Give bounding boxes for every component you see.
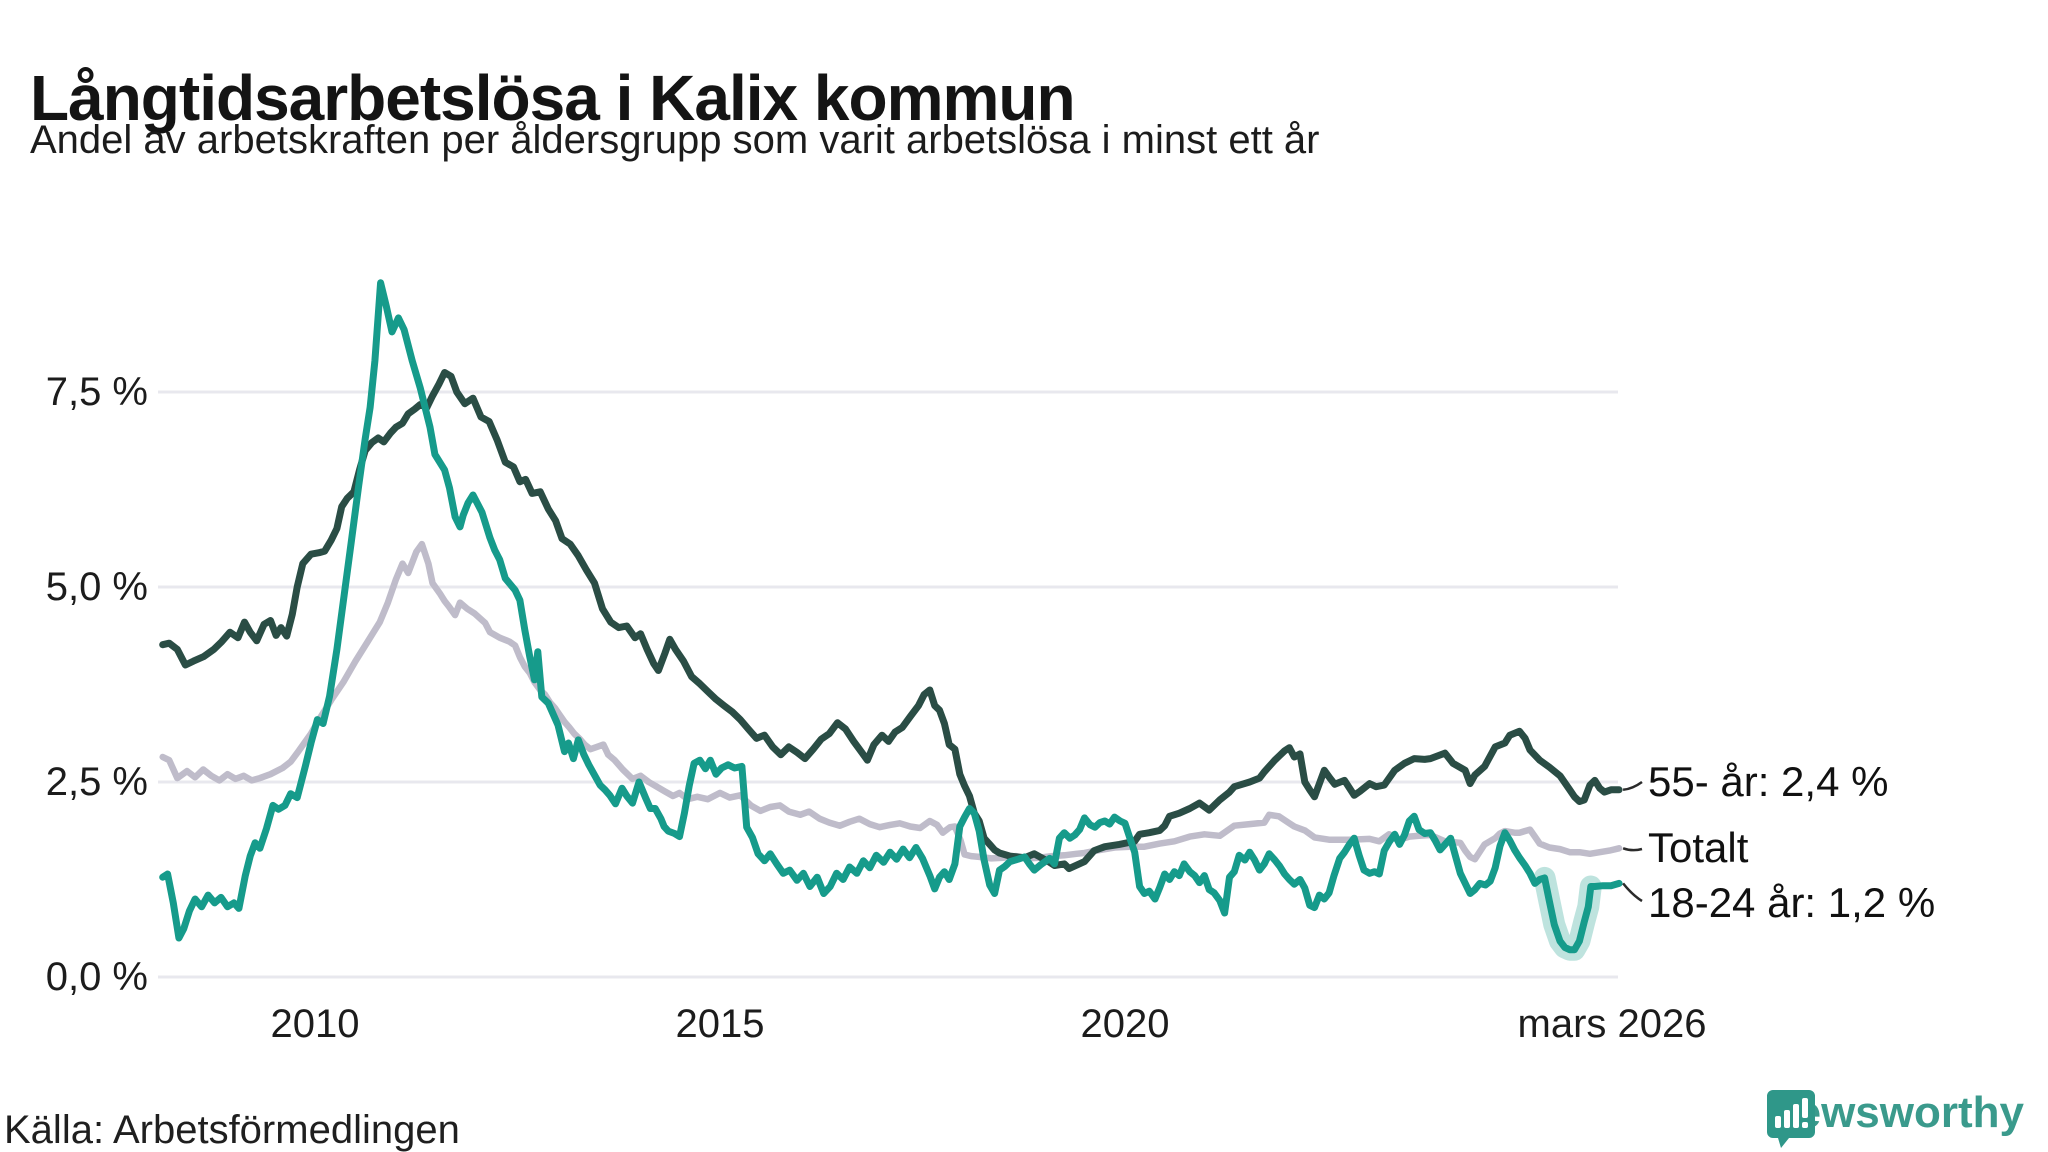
- x-tick-label: 2015: [675, 1002, 765, 1046]
- series-label-55ar: 55- år: 2,4 %: [1648, 758, 1889, 805]
- series-line-1824r: [159, 279, 1623, 954]
- x-tick-label: mars 2026: [1517, 1002, 1707, 1046]
- label-connector: [1622, 882, 1643, 903]
- series-line-Totalt: [159, 540, 1623, 863]
- y-tick-label: 5,0 %: [45, 565, 148, 609]
- newsworthy-logo: Newsworthy: [1765, 1088, 2024, 1148]
- label-connector: [1622, 780, 1643, 792]
- page-title: Långtidsarbetslösa i Kalix kommun: [30, 61, 1076, 134]
- x-tick-label: 2010: [270, 1002, 360, 1046]
- y-tick-label: 0,0 %: [45, 955, 148, 999]
- y-tick-label: 2,5 %: [45, 760, 148, 804]
- series-line-55r: [159, 369, 1623, 873]
- series-label-totalt: Totalt: [1648, 824, 1749, 871]
- series-label-1824ar: 18-24 år: 1,2 %: [1648, 879, 1936, 926]
- page-subtitle: Andel av arbetskraften per åldersgrupp s…: [30, 118, 1320, 162]
- newsworthy-icon: [1766, 1090, 1815, 1148]
- label-connector: [1622, 847, 1643, 852]
- x-tick-label: 2020: [1080, 1002, 1170, 1046]
- y-tick-label: 7,5 %: [45, 370, 148, 414]
- source-note: Källa: Arbetsförmedlingen: [4, 1108, 460, 1152]
